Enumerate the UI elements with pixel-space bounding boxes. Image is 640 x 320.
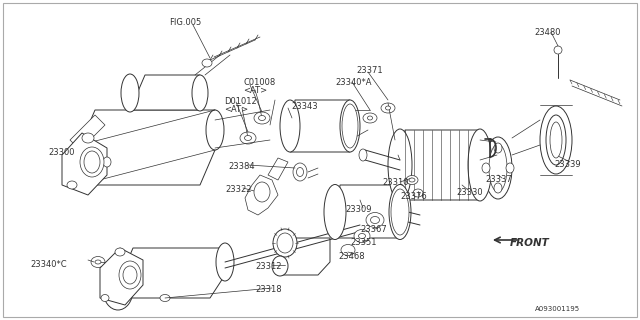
Ellipse shape	[202, 59, 212, 67]
Ellipse shape	[391, 189, 409, 235]
Ellipse shape	[358, 234, 365, 238]
Ellipse shape	[413, 189, 423, 197]
Ellipse shape	[296, 167, 303, 177]
Text: FRONT: FRONT	[510, 238, 550, 248]
Ellipse shape	[381, 103, 395, 113]
Text: <AT>: <AT>	[243, 86, 267, 95]
Text: 23310: 23310	[382, 178, 408, 187]
Text: 23480: 23480	[534, 28, 561, 37]
Ellipse shape	[80, 147, 104, 177]
Ellipse shape	[65, 145, 95, 185]
Text: 23384: 23384	[228, 162, 255, 171]
Polygon shape	[280, 238, 330, 275]
Text: 23468: 23468	[338, 252, 365, 261]
Text: 23309: 23309	[345, 205, 371, 214]
Text: 23312: 23312	[255, 262, 282, 271]
Text: 23371: 23371	[356, 66, 383, 75]
Ellipse shape	[389, 185, 411, 239]
Polygon shape	[62, 133, 107, 195]
Ellipse shape	[244, 135, 252, 140]
Ellipse shape	[121, 74, 139, 112]
Ellipse shape	[484, 137, 512, 199]
Ellipse shape	[101, 294, 109, 301]
Polygon shape	[100, 248, 143, 305]
Polygon shape	[335, 185, 400, 238]
Ellipse shape	[240, 132, 256, 144]
Ellipse shape	[388, 129, 412, 201]
Ellipse shape	[482, 163, 490, 173]
Text: 23340*A: 23340*A	[335, 78, 371, 87]
Polygon shape	[80, 110, 215, 185]
Ellipse shape	[550, 122, 562, 158]
Ellipse shape	[324, 185, 346, 239]
Ellipse shape	[540, 106, 572, 174]
Text: 23318: 23318	[255, 285, 282, 294]
Ellipse shape	[342, 104, 358, 148]
Ellipse shape	[341, 244, 355, 255]
Ellipse shape	[359, 149, 367, 161]
Polygon shape	[268, 158, 288, 180]
Text: 23330: 23330	[456, 188, 483, 197]
Ellipse shape	[277, 233, 293, 253]
Ellipse shape	[340, 100, 360, 152]
Ellipse shape	[254, 112, 270, 124]
Text: 23300: 23300	[48, 148, 74, 157]
Text: 23340*C: 23340*C	[30, 260, 67, 269]
Ellipse shape	[82, 133, 94, 143]
Text: C01008: C01008	[243, 78, 275, 87]
Ellipse shape	[273, 229, 297, 257]
Ellipse shape	[293, 163, 307, 181]
Ellipse shape	[554, 46, 562, 54]
Ellipse shape	[103, 270, 133, 310]
Polygon shape	[245, 175, 278, 215]
Ellipse shape	[91, 257, 105, 268]
Text: 23322: 23322	[225, 185, 252, 194]
Ellipse shape	[494, 143, 502, 153]
Ellipse shape	[160, 294, 170, 301]
Text: A093001195: A093001195	[535, 306, 580, 312]
Ellipse shape	[494, 183, 502, 193]
Ellipse shape	[489, 144, 507, 192]
Text: D01012: D01012	[224, 97, 257, 106]
Ellipse shape	[506, 163, 514, 173]
Text: FIG.005: FIG.005	[169, 18, 201, 27]
Ellipse shape	[259, 116, 266, 121]
Ellipse shape	[67, 181, 77, 189]
Ellipse shape	[103, 157, 111, 167]
Polygon shape	[118, 248, 225, 298]
Ellipse shape	[192, 75, 208, 111]
Ellipse shape	[354, 229, 370, 243]
Ellipse shape	[409, 178, 415, 182]
Polygon shape	[400, 130, 480, 200]
Text: 23337: 23337	[485, 175, 512, 184]
Text: 23376: 23376	[400, 192, 427, 201]
Ellipse shape	[84, 151, 100, 173]
Text: 23367: 23367	[360, 225, 387, 234]
Ellipse shape	[363, 113, 377, 123]
Ellipse shape	[371, 217, 380, 223]
Ellipse shape	[119, 261, 141, 289]
Ellipse shape	[385, 106, 390, 110]
Ellipse shape	[546, 115, 566, 165]
Ellipse shape	[216, 243, 234, 281]
Polygon shape	[290, 100, 350, 152]
Polygon shape	[70, 115, 105, 150]
Ellipse shape	[95, 260, 101, 264]
Text: <AT>: <AT>	[224, 105, 248, 114]
Ellipse shape	[468, 129, 492, 201]
Text: 23339: 23339	[554, 160, 580, 169]
Text: 23351: 23351	[350, 238, 376, 247]
Text: 23343: 23343	[291, 102, 317, 111]
Ellipse shape	[366, 212, 384, 228]
Ellipse shape	[406, 175, 418, 185]
Ellipse shape	[280, 100, 300, 152]
Ellipse shape	[206, 110, 224, 150]
Ellipse shape	[123, 266, 137, 284]
Ellipse shape	[254, 182, 270, 202]
Ellipse shape	[367, 116, 372, 120]
Ellipse shape	[272, 256, 288, 276]
Polygon shape	[130, 75, 200, 110]
Ellipse shape	[115, 248, 125, 256]
